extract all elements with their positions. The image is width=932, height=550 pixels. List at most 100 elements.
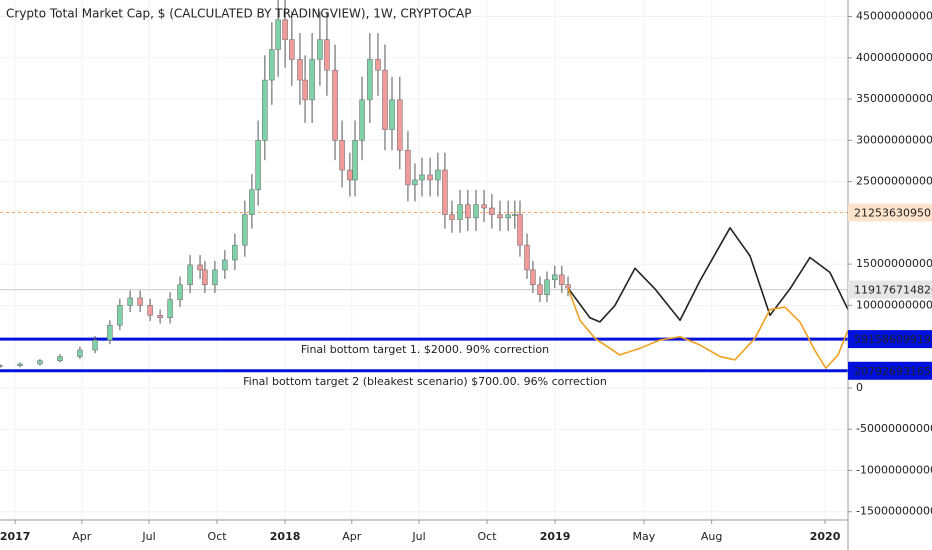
candle-body: [405, 149, 411, 186]
candle-body: [559, 274, 565, 286]
candle-body: [107, 324, 113, 341]
candle-body: [524, 244, 530, 271]
candle-body: [289, 39, 295, 60]
candle-body: [187, 264, 193, 286]
candle-body: [232, 244, 238, 261]
x-tick-label: May: [633, 530, 656, 543]
x-tick-label: Oct: [208, 530, 228, 543]
candle-body: [297, 59, 303, 81]
candle-body: [435, 169, 441, 181]
overlay: 450000000000 400000000000 350000000000 3000…: [0, 10, 932, 543]
candle-body: [212, 269, 218, 286]
price-label: 119176714826: [854, 284, 932, 297]
candle-body: [137, 297, 143, 306]
candle-body: [565, 284, 571, 289]
x-tick-label: Apr: [342, 530, 362, 543]
candle-body: [77, 349, 83, 357]
candle-body: [197, 264, 203, 271]
y-tick-label: 250000000000: [856, 175, 932, 188]
candle-body: [92, 339, 98, 351]
candle-body: [117, 305, 123, 326]
candle-body: [177, 284, 183, 300]
price-label: 59158609919: [854, 333, 931, 346]
candle-body: [249, 189, 255, 215]
x-tick-label: 2017: [0, 530, 30, 543]
candle-body: [512, 214, 518, 216]
candle-body: [544, 279, 550, 295]
x-tick-label: Aug: [701, 530, 722, 543]
candle-body: [457, 204, 463, 220]
y-tick-label: 0: [856, 381, 863, 394]
candle-body: [537, 284, 543, 295]
candle-body: [339, 140, 345, 171]
price-label-box: [848, 361, 932, 380]
candle-body: [37, 360, 43, 365]
candle-body: [530, 269, 536, 286]
candle-body: [449, 214, 455, 220]
candle-body: [517, 214, 523, 246]
candle-body: [57, 356, 63, 361]
candle-body: [255, 140, 261, 191]
candle-body: [352, 140, 358, 181]
candle-body: [397, 99, 403, 151]
candle-body: [473, 204, 479, 219]
candle-body: [505, 214, 511, 219]
price-label-box: [848, 203, 932, 222]
candle-body: [202, 269, 208, 286]
chart-title: Crypto Total Market Cap, $ (CALCULATED B…: [6, 7, 471, 21]
projection-line: [567, 287, 848, 369]
candle-body: [332, 69, 338, 141]
candle-body: [427, 174, 433, 181]
candle-body: [382, 69, 388, 130]
candle-body: [147, 305, 153, 316]
candle-body: [324, 39, 330, 71]
annotation: Final bottom target 2 (bleakest scenario…: [243, 375, 607, 388]
candle-body: [222, 259, 228, 271]
candle-body: [375, 59, 381, 71]
candle-body: [359, 99, 365, 141]
price-label-box: [848, 330, 932, 349]
annotation: Final bottom target 1. $2000. 90% correc…: [301, 343, 549, 356]
candle-body: [317, 39, 323, 60]
y-tick-label: 150000000000: [856, 257, 932, 270]
projection-line: [567, 227, 848, 323]
candle-body: [262, 79, 268, 141]
candle-body: [442, 169, 448, 215]
price-label: 212536309501: [854, 207, 932, 220]
candle-body: [552, 274, 558, 281]
x-tick-label: 2018: [270, 530, 301, 543]
candle-body: [489, 207, 495, 215]
candle-body: [389, 99, 395, 130]
candle-body: [302, 79, 308, 101]
candle-body: [282, 19, 288, 40]
x-tick-label: Jul: [141, 530, 155, 543]
y-tick-label: -150000000000: [856, 505, 932, 518]
y-tick-label: -100000000000: [856, 463, 932, 476]
candle-body: [419, 174, 425, 181]
x-tick-label: 2019: [540, 530, 571, 543]
candle-body: [269, 49, 275, 81]
candle-body: [347, 169, 353, 181]
y-tick-label: -50000000000: [856, 422, 932, 435]
y-tick-label: 300000000000: [856, 133, 932, 146]
price-label: 20792693165: [854, 365, 931, 378]
y-tick-label: 100000000000: [856, 298, 932, 311]
x-tick-label: 2020: [810, 530, 841, 543]
price-label-box: [848, 280, 932, 299]
candle-body: [275, 19, 281, 50]
candle-body: [0, 365, 3, 367]
candle-body: [367, 59, 373, 101]
candle-body: [242, 214, 248, 246]
y-tick-label: 400000000000: [856, 51, 932, 64]
x-tick-label: Jul: [411, 530, 425, 543]
y-tick-label: 450000000000: [856, 10, 932, 23]
candle-body: [465, 204, 471, 219]
candle-body: [157, 315, 163, 319]
plot-area: [0, 0, 848, 520]
candle-body: [167, 299, 173, 319]
candle-body: [127, 297, 133, 306]
x-tick-label: Oct: [478, 530, 498, 543]
y-tick-label: 350000000000: [856, 92, 932, 105]
candle-body: [309, 59, 315, 101]
